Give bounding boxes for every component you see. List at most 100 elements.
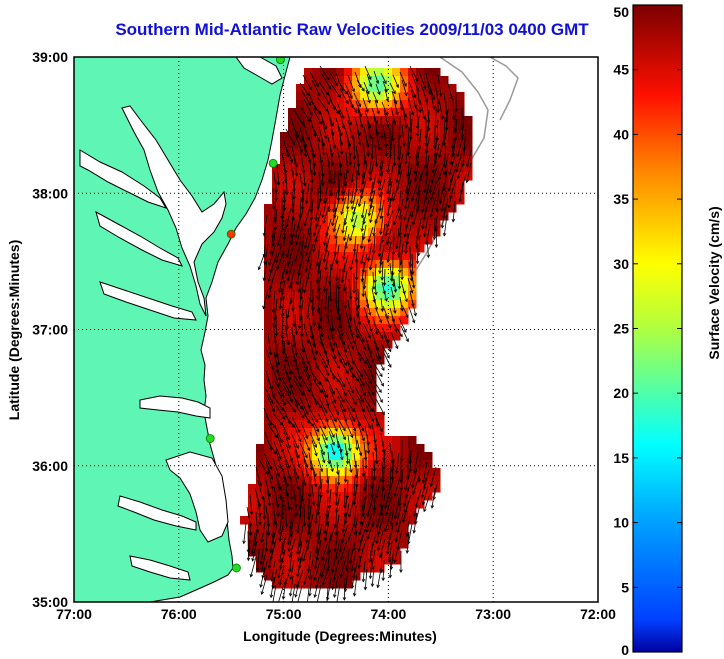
velocity-arrowhead bbox=[324, 135, 328, 140]
velocity-arrowhead bbox=[339, 151, 344, 156]
velocity-arrow bbox=[408, 441, 411, 464]
velocity-arrow bbox=[421, 191, 428, 213]
velocity-arrow bbox=[423, 215, 429, 237]
velocity-cell bbox=[400, 132, 409, 141]
radar-sites bbox=[205, 57, 285, 573]
velocity-arrow bbox=[285, 353, 292, 374]
velocity-arrow bbox=[433, 217, 436, 240]
velocity-cell bbox=[384, 460, 393, 469]
velocity-cell bbox=[376, 436, 385, 445]
velocity-arrow bbox=[265, 529, 268, 552]
velocity-arrowhead bbox=[405, 338, 409, 343]
velocity-arrowhead bbox=[379, 399, 383, 403]
velocity-arrowhead bbox=[354, 188, 359, 193]
velocity-cell bbox=[288, 452, 297, 461]
velocity-cell bbox=[448, 156, 457, 165]
velocity-cell bbox=[456, 116, 465, 125]
velocity-arrow bbox=[273, 351, 279, 373]
velocity-cell bbox=[256, 564, 265, 573]
bathymetry-contour bbox=[489, 57, 519, 121]
velocity-arrowhead bbox=[275, 259, 279, 264]
velocity-cell bbox=[464, 156, 473, 165]
velocity-arrow bbox=[272, 502, 277, 525]
velocity-cell bbox=[448, 180, 457, 189]
velocity-cell bbox=[416, 460, 425, 469]
velocity-arrow bbox=[340, 540, 348, 560]
velocity-arrow bbox=[270, 531, 275, 553]
velocity-arrow bbox=[405, 142, 409, 164]
velocity-arrowhead bbox=[301, 415, 305, 419]
velocity-arrowhead bbox=[375, 460, 379, 465]
velocity-arrow bbox=[399, 296, 403, 311]
velocity-arrow bbox=[344, 495, 348, 516]
velocity-arrow bbox=[300, 278, 305, 300]
velocity-cell bbox=[328, 380, 337, 389]
velocity-arrowhead bbox=[376, 547, 381, 552]
velocity-arrowhead bbox=[447, 187, 452, 192]
velocity-cell bbox=[344, 148, 353, 157]
velocity-arrow bbox=[330, 398, 339, 416]
velocity-arrow bbox=[400, 100, 407, 118]
velocity-arrow bbox=[371, 475, 375, 497]
velocity-cell bbox=[368, 444, 377, 453]
velocity-arrowhead bbox=[330, 162, 334, 167]
velocity-cell bbox=[336, 404, 345, 413]
velocity-cell bbox=[336, 484, 345, 493]
velocity-arrowhead bbox=[314, 217, 318, 222]
velocity-arrow bbox=[348, 521, 356, 540]
velocity-arrowhead bbox=[294, 593, 298, 598]
velocity-cell bbox=[400, 100, 409, 109]
velocity-arrow bbox=[346, 90, 354, 108]
velocity-arrowhead bbox=[278, 305, 283, 310]
velocity-arrowhead bbox=[277, 574, 281, 579]
velocity-arrow bbox=[328, 115, 334, 136]
velocity-arrow bbox=[364, 65, 372, 80]
velocity-arrow bbox=[330, 252, 337, 271]
velocity-cell bbox=[448, 108, 457, 117]
velocity-arrowhead bbox=[287, 465, 291, 470]
velocity-cell bbox=[264, 220, 273, 229]
velocity-arrowhead bbox=[278, 582, 282, 586]
velocity-arrowhead bbox=[262, 305, 266, 310]
velocity-cell bbox=[272, 164, 281, 173]
velocity-cell bbox=[264, 260, 273, 269]
velocity-cell bbox=[344, 188, 353, 197]
velocity-arrowhead bbox=[332, 181, 336, 186]
velocity-cell bbox=[312, 68, 321, 77]
velocity-arrow bbox=[320, 359, 330, 376]
velocity-cell bbox=[328, 268, 337, 277]
velocity-arrow bbox=[416, 144, 421, 166]
velocity-arrowhead bbox=[404, 124, 408, 129]
velocity-arrow bbox=[437, 74, 442, 97]
velocity-arrowhead bbox=[436, 109, 440, 114]
velocity-arrow bbox=[362, 163, 368, 184]
velocity-cell bbox=[464, 148, 473, 157]
velocity-arrowhead bbox=[325, 314, 330, 319]
velocity-arrowhead bbox=[262, 277, 267, 282]
velocity-arrowhead bbox=[349, 434, 354, 439]
velocity-cell bbox=[296, 516, 305, 525]
velocity-arrowhead bbox=[312, 248, 316, 253]
velocity-cell bbox=[272, 364, 281, 373]
velocity-cell bbox=[336, 204, 345, 213]
velocity-arrow bbox=[357, 108, 363, 128]
velocity-cell bbox=[408, 268, 417, 277]
x-tick-label: 75:00 bbox=[266, 606, 302, 622]
velocity-cell bbox=[336, 100, 345, 109]
velocity-arrow bbox=[362, 142, 367, 164]
velocity-arrow bbox=[275, 359, 281, 381]
velocity-arrow bbox=[294, 133, 303, 153]
velocity-arrow bbox=[337, 305, 341, 328]
velocity-arrowhead bbox=[322, 220, 326, 225]
velocity-arrow bbox=[312, 108, 322, 125]
velocity-cell bbox=[280, 436, 289, 445]
velocity-cell bbox=[424, 84, 433, 93]
velocity-arrow bbox=[319, 425, 328, 441]
velocity-cell bbox=[312, 180, 321, 189]
velocity-cell bbox=[336, 276, 345, 285]
velocity-arrow bbox=[281, 295, 285, 317]
velocity-arrowhead bbox=[323, 242, 327, 246]
velocity-arrow bbox=[316, 539, 322, 561]
velocity-cell bbox=[312, 76, 321, 85]
velocity-arrow bbox=[339, 403, 347, 422]
